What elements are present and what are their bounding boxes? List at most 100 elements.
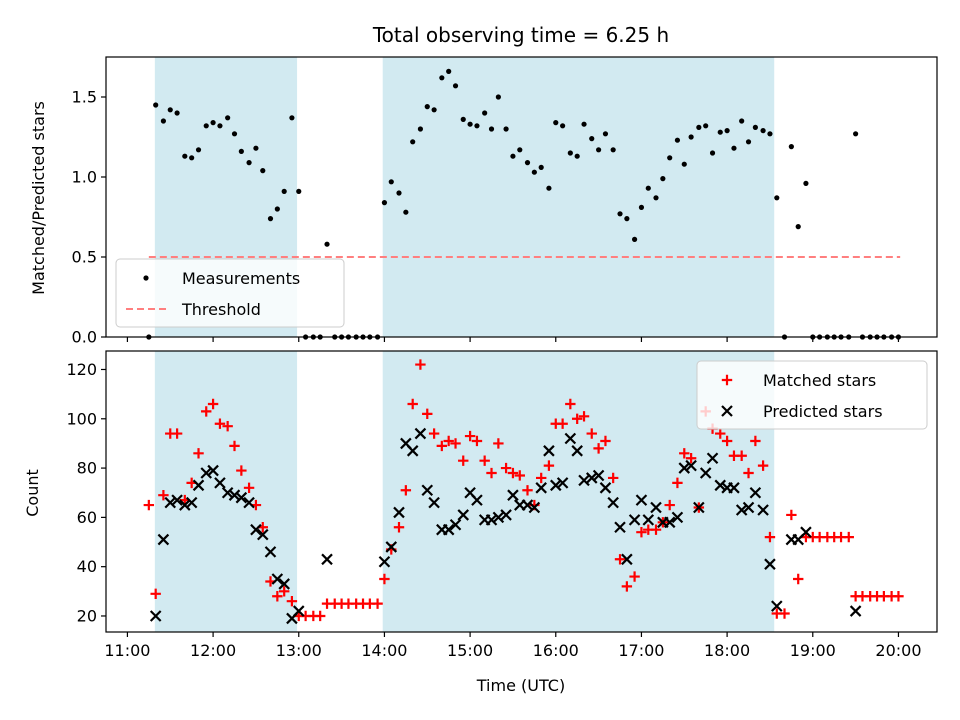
matched-stars-point-10 [214, 418, 226, 429]
x-axis-label: Time (UTC) [476, 676, 565, 695]
predicted-stars-point-1 [157, 533, 170, 546]
matched-stars-point-12 [229, 440, 240, 452]
ratio-panel: 0.0 0.5 1.0 1.5 Measurements Threshold [72, 56, 938, 347]
y-tick-label-2: 1.0 [72, 168, 97, 187]
counts-panel: 20 40 60 80 100 120 11:00 12:00 13:00 14:00 15:00 1… [66, 350, 938, 660]
chart-title: Total observing time = 6.25 h [372, 23, 669, 47]
matched-stars-point-14 [243, 482, 255, 494]
matched-stars-point-76 [685, 453, 697, 464]
matched-stars-point-74 [672, 477, 683, 489]
matched-stars-point-48 [486, 467, 497, 479]
matched-stars-point-65 [607, 472, 619, 484]
matched-stars-point-36 [400, 485, 412, 496]
matched-stars-point-68 [629, 571, 640, 582]
measurements-point-58 [560, 123, 566, 129]
predicted-stars-point-9 [214, 477, 226, 489]
measurements-point-9 [210, 120, 216, 126]
measurements-point-17 [267, 216, 274, 222]
measurements-point-19 [281, 188, 287, 194]
predicted-stars-point-13 [243, 496, 255, 509]
measurements-point-40 [431, 107, 437, 113]
predicted-stars-point-58 [635, 494, 648, 506]
top-y-axis-label: Matched/Predicted stars [29, 101, 48, 295]
predicted-stars-point-18 [278, 578, 290, 590]
predicted-stars-point-5 [185, 496, 198, 509]
predicted-stars-point-32 [449, 518, 462, 531]
predicted-stars-point-20 [292, 605, 305, 617]
x-tick-label-2: 13:00 [276, 641, 322, 660]
measurements-point-90 [788, 144, 794, 150]
matched-stars-point-91 [793, 573, 804, 585]
measurements-point-57 [553, 120, 559, 126]
matched-stars-point-39 [422, 408, 433, 420]
matched-stars-point-37 [407, 398, 418, 410]
predicted-stars-point-52 [592, 469, 605, 482]
measurements-point-74 [674, 137, 681, 143]
y-tick-label-2: 60 [77, 508, 97, 527]
matched-stars-point-40 [428, 428, 440, 439]
predicted-stars-point-68 [706, 452, 719, 465]
matched-stars-point-45 [464, 430, 476, 442]
bottom-y-axis-label: Count [23, 469, 42, 517]
measurements-point-45 [467, 121, 473, 127]
measurements-point-34 [388, 179, 394, 185]
matched-stars-point-49 [493, 438, 504, 449]
measurements-point-4 [174, 110, 180, 116]
matched-stars-point-67 [621, 581, 633, 592]
measurements-point-54 [531, 169, 537, 175]
predicted-stars-point-14 [250, 523, 262, 536]
measurements-point-51 [510, 153, 516, 159]
predicted-stars-point-42 [521, 499, 534, 511]
predicted-stars-point-71 [728, 482, 740, 494]
predicted-stars-point-47 [556, 477, 569, 489]
matched-stars-point-71 [650, 524, 662, 535]
measurements-point-55 [538, 164, 544, 170]
measurements-point-80 [717, 129, 723, 135]
matched-stars-point-13 [236, 465, 247, 476]
predicted-stars-point-15 [256, 528, 269, 541]
y-tick-label-1: 40 [77, 557, 97, 576]
measurements-point-18 [274, 206, 280, 212]
matched-stars-point-75 [679, 448, 690, 459]
measurements-point-47 [482, 110, 488, 116]
x-tick-label-5: 16:00 [533, 641, 579, 660]
predicted-stars-point-17 [271, 573, 284, 585]
matched-stars-point-80 [715, 428, 726, 439]
measurements-point-7 [195, 147, 202, 153]
matched-stars-point-42 [443, 435, 454, 447]
predicted-stars-point-46 [549, 479, 562, 492]
ratio-legend: Measurements Threshold [115, 258, 345, 328]
predicted-stars-point-0 [149, 610, 162, 622]
measurements-point-79 [709, 150, 716, 156]
predicted-stars-point-22 [378, 555, 391, 568]
measurements-point-91 [795, 224, 801, 230]
y-tick-label-0: 0.0 [72, 328, 97, 347]
predicted-stars-point-2 [164, 496, 177, 509]
predicted-stars-point-10 [221, 486, 234, 499]
predicted-stars-point-72 [735, 504, 748, 516]
predicted-stars-point-75 [757, 504, 769, 516]
x-tick-label-8: 19:00 [790, 641, 836, 660]
measurements-point-14 [246, 160, 252, 166]
measurements-point-35 [396, 190, 402, 196]
measurements-point-53 [524, 160, 531, 166]
measurements-point-42 [446, 68, 452, 74]
measurements-point-65 [610, 147, 616, 153]
predicted-stars-point-48 [564, 432, 577, 445]
measurements-point-72 [660, 176, 666, 182]
predicted-stars-point-55 [614, 521, 626, 534]
matched-stars-point-43 [450, 438, 461, 449]
predicted-stars-point-4 [179, 499, 191, 511]
matched-stars-point-64 [600, 435, 611, 447]
predicted-stars-point-29 [428, 496, 440, 509]
predicted-stars-point-28 [421, 484, 434, 497]
matched-stars-point-73 [664, 499, 675, 511]
measurements-point-75 [681, 161, 687, 167]
measurements-point-46 [474, 123, 480, 129]
counts-legend: Matched stars Predicted stars [696, 360, 928, 430]
axes-frame [105, 56, 938, 338]
observing-window-1 [382, 57, 775, 337]
legend-matched-stars-swatch [721, 374, 733, 386]
matched-stars-point-52 [514, 470, 525, 481]
predicted-stars-point-3 [171, 494, 183, 506]
